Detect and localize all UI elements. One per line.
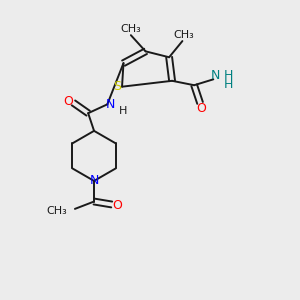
Text: H: H: [118, 106, 127, 116]
Text: O: O: [63, 95, 73, 108]
Text: N: N: [211, 69, 220, 82]
Text: N: N: [89, 174, 99, 188]
Text: N: N: [106, 98, 115, 111]
Text: O: O: [196, 102, 206, 115]
Text: CH₃: CH₃: [173, 30, 194, 40]
Text: H: H: [223, 69, 233, 82]
Text: S: S: [113, 80, 121, 93]
Text: O: O: [112, 200, 122, 212]
Text: CH₃: CH₃: [46, 206, 67, 216]
Text: H: H: [223, 78, 233, 91]
Text: CH₃: CH₃: [120, 24, 141, 34]
